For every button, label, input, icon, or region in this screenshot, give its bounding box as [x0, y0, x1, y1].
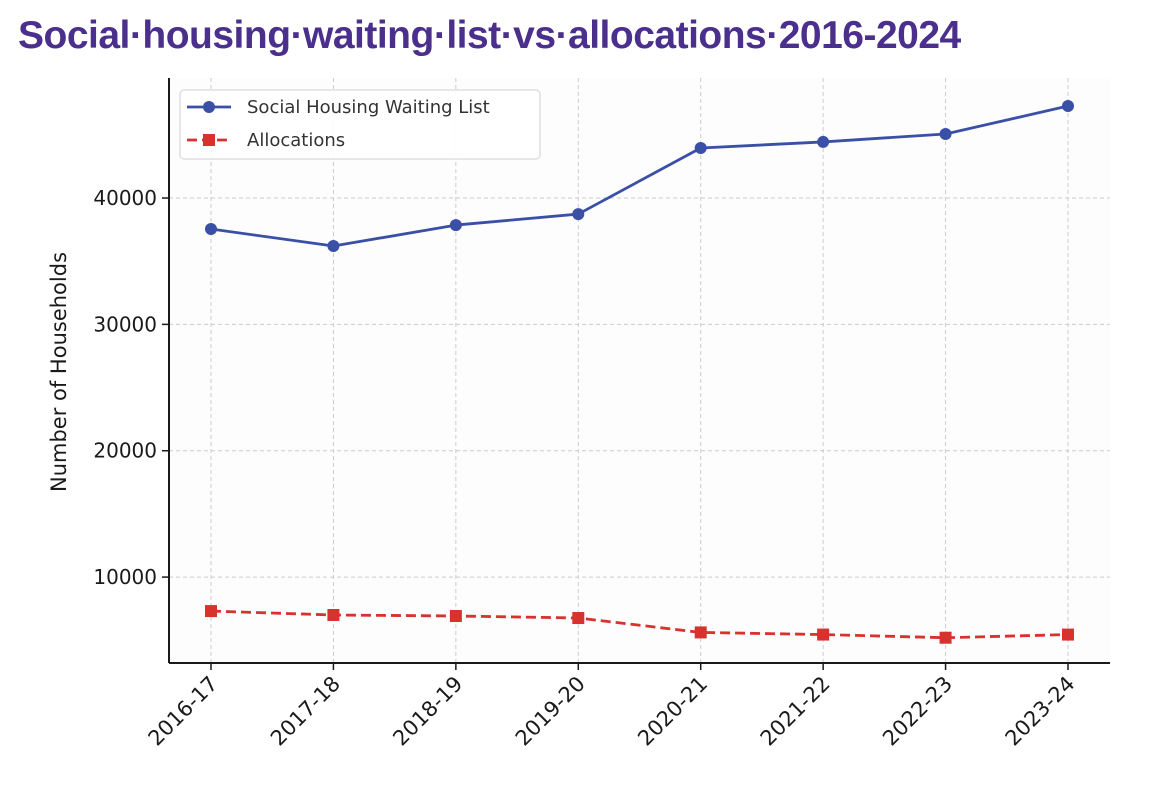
- chart-title: Social·housing·waiting·list·vs·allocatio…: [18, 14, 961, 57]
- y-axis-label: Number of Households: [47, 252, 71, 492]
- social-housing-waiting-list-point: [449, 219, 462, 232]
- y-tick-label: 30000: [93, 312, 157, 336]
- legend-marker-social-housing-waiting-list: [203, 101, 215, 113]
- x-tick-label: 2017-18: [266, 672, 345, 751]
- y-tick-label: 10000: [93, 565, 157, 589]
- social-housing-waiting-list-point: [817, 135, 830, 148]
- social-housing-waiting-list-point: [694, 141, 707, 154]
- social-housing-waiting-list-point: [205, 222, 217, 235]
- social-housing-waiting-list-point: [939, 127, 952, 140]
- axes: [162, 78, 1110, 670]
- x-tick-label: 2018-19: [388, 672, 467, 751]
- legend-label-social-housing-waiting-list: Social Housing Waiting List: [247, 97, 490, 118]
- y-tick-label: 40000: [93, 186, 157, 210]
- legend-marker-allocations: [203, 134, 215, 146]
- x-tick-label: 2016-17: [144, 672, 223, 751]
- allocations-point: [327, 608, 340, 621]
- allocations-point: [572, 612, 585, 625]
- x-tick-label: 2022-23: [878, 672, 957, 751]
- allocations-line: [210, 609, 1069, 640]
- allocations-point: [449, 609, 462, 622]
- grid-lines: [169, 78, 1110, 663]
- legend-label-allocations: Allocations: [247, 130, 345, 151]
- allocations-point: [694, 626, 707, 639]
- allocations-point: [817, 628, 830, 641]
- social-housing-waiting-list-point: [327, 240, 340, 253]
- social-housing-waiting-list-line: [210, 104, 1069, 248]
- x-tick-label: 2023-24: [1001, 672, 1080, 751]
- social-housing-waiting-list-point: [1062, 100, 1074, 113]
- x-tick-label: 2021-22: [756, 672, 835, 751]
- plot-area: [169, 78, 1110, 663]
- allocations-point: [1062, 628, 1074, 641]
- x-tick-label: 2019-20: [511, 672, 590, 751]
- allocations-point: [205, 605, 217, 618]
- series: [205, 100, 1074, 644]
- y-tick-label: 20000: [93, 439, 157, 463]
- social-housing-waiting-list-point: [572, 208, 585, 221]
- allocations-point: [939, 631, 952, 644]
- legend-box: [179, 89, 541, 160]
- legend: Social Housing Waiting List Allocations: [179, 89, 541, 160]
- x-tick-label: 2020-21: [633, 672, 712, 751]
